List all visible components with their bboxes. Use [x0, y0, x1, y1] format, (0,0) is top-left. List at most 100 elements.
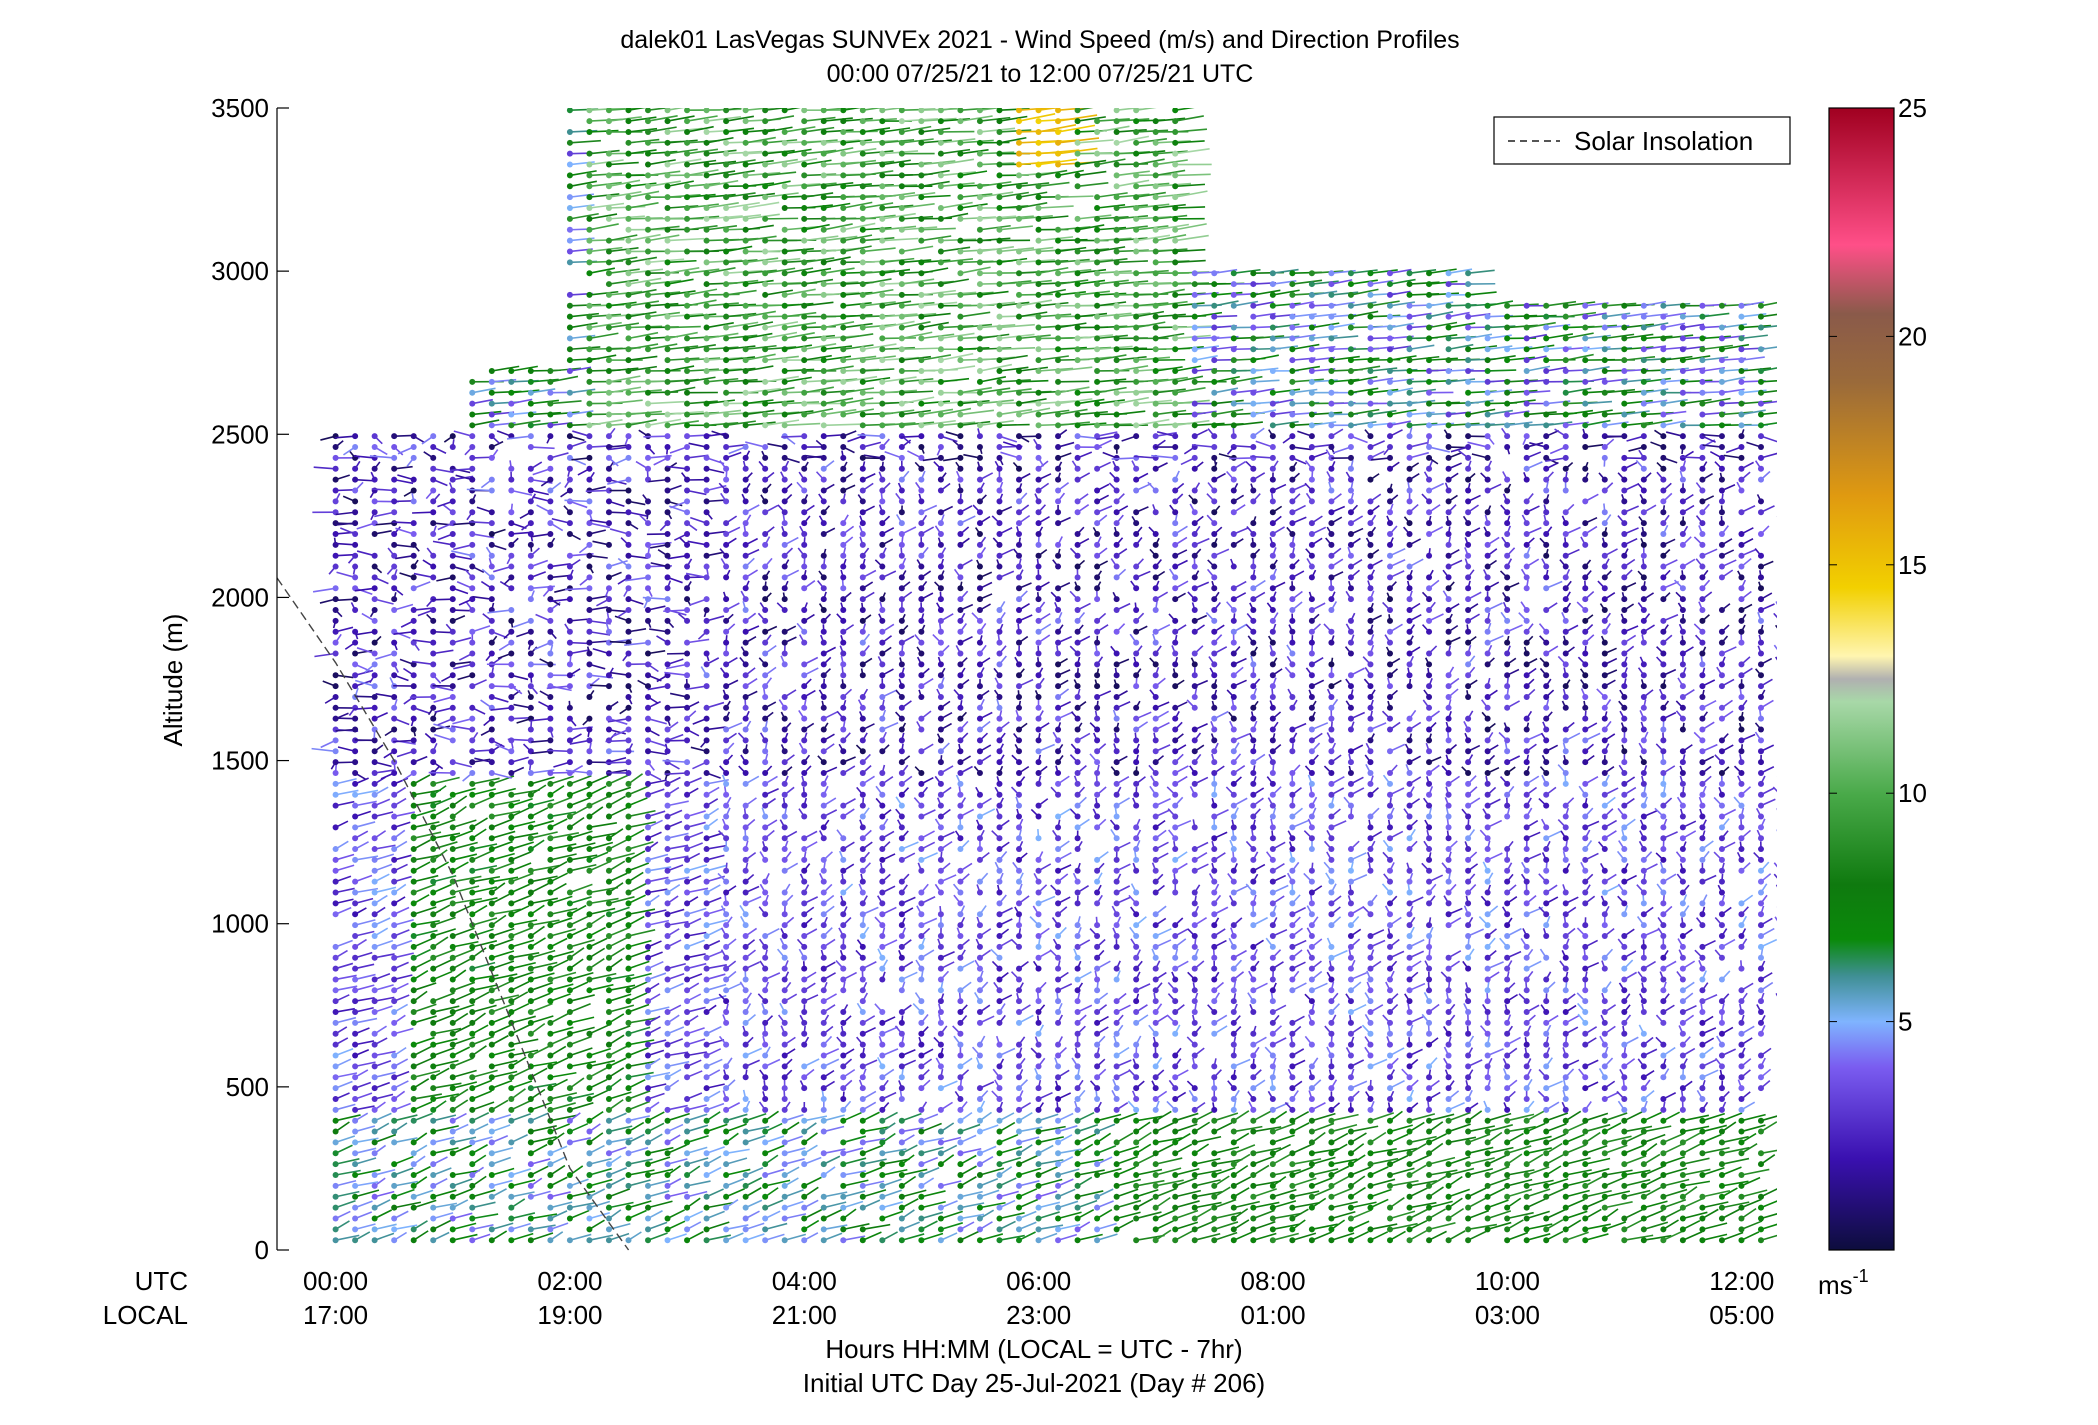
wind-barb-dot	[781, 889, 788, 896]
wind-barb-dot	[879, 1074, 886, 1081]
wind-barb-shaft	[491, 1146, 514, 1155]
wind-barb-dot	[488, 639, 495, 646]
wind-barb-shaft	[608, 973, 635, 981]
wind-barb-shaft	[452, 1046, 471, 1057]
wind-barb-dot	[645, 1009, 652, 1016]
wind-barb-shaft	[745, 365, 774, 372]
wind-barb-dot	[723, 1172, 730, 1179]
wind-barb-dot	[820, 813, 827, 820]
wind-barb-shaft	[549, 861, 568, 872]
wind-barb-shaft	[628, 785, 649, 796]
wind-barb-shaft	[589, 290, 619, 296]
wind-barb-dot	[586, 324, 593, 331]
wind-barb-dot	[820, 498, 827, 505]
wind-barb-dot	[371, 1052, 378, 1059]
wind-barb-dot	[859, 1074, 866, 1081]
wind-barb-dot	[586, 585, 593, 592]
wind-barb-dot	[527, 465, 534, 472]
wind-barb-dot	[820, 422, 827, 429]
wind-barb-dot	[547, 607, 554, 614]
wind-barb-dot	[391, 878, 398, 885]
wind-barb-shaft	[608, 161, 639, 166]
wind-barb-shaft	[607, 446, 629, 451]
wind-barb-dot	[645, 367, 652, 374]
wind-barb-dot	[762, 574, 769, 581]
wind-barb-shaft	[706, 844, 727, 850]
wind-barb-dot	[332, 1095, 339, 1102]
wind-barb-dot	[723, 259, 730, 266]
wind-barb-shaft	[452, 927, 475, 937]
wind-barb-dot	[762, 780, 769, 787]
wind-barb-shaft	[530, 1061, 558, 1068]
wind-barb-shaft	[452, 1136, 477, 1144]
wind-barb-dot	[508, 1041, 515, 1048]
wind-barb-dot	[430, 498, 437, 505]
wind-barb-dot	[664, 1150, 671, 1157]
wind-barb-shaft	[628, 343, 659, 351]
wind-barb-shaft	[393, 603, 414, 611]
wind-barb-dot	[859, 1052, 866, 1059]
wind-barb-dot	[371, 1226, 378, 1233]
wind-barb-dot	[352, 748, 359, 755]
wind-barb-shaft	[647, 1006, 670, 1013]
wind-barb-shaft	[472, 758, 491, 763]
wind-barb-dot	[762, 118, 769, 125]
wind-barb-shaft	[336, 571, 356, 579]
wind-barb-shaft	[765, 115, 795, 122]
wind-barb-dot	[879, 1128, 886, 1135]
wind-barb-dot	[703, 878, 710, 885]
wind-barb-shaft	[511, 832, 539, 839]
wind-barb-dot	[391, 846, 398, 853]
wind-barb-dot	[664, 715, 671, 722]
wind-barb-dot	[762, 313, 769, 320]
wind-barb-dot	[840, 291, 847, 298]
wind-barb-dot	[879, 693, 886, 700]
wind-barb-shaft	[471, 1090, 492, 1100]
wind-barb-shaft	[686, 299, 717, 307]
wind-barb-dot	[801, 889, 808, 896]
wind-barb-dot	[449, 617, 456, 624]
wind-barb-shaft	[413, 809, 436, 818]
wind-barb-dot	[371, 1182, 378, 1189]
wind-barb-shaft	[452, 787, 476, 796]
wind-barb-dot	[840, 237, 847, 244]
wind-barb-dot	[527, 422, 534, 429]
wind-barb-shaft	[413, 959, 432, 970]
wind-barb-dot	[605, 194, 612, 201]
wind-barb-dot	[840, 302, 847, 309]
wind-barb-shaft	[491, 1179, 513, 1187]
wind-barb-dot	[469, 856, 476, 863]
wind-barb-dot	[410, 965, 417, 972]
wind-barb-shaft	[374, 1232, 395, 1241]
wind-barb-dot	[547, 1215, 554, 1222]
wind-barb-dot	[801, 183, 808, 190]
wind-barb-dot	[664, 585, 671, 592]
wind-barb-dot	[723, 454, 730, 461]
wind-barb-shaft	[706, 409, 742, 416]
wind-barb-shaft	[882, 1189, 902, 1198]
wind-barb-dot	[547, 1204, 554, 1211]
wind-barb-shaft	[393, 630, 414, 635]
wind-barb-dot	[664, 563, 671, 570]
wind-barb-dot	[762, 672, 769, 679]
wind-barb-dot	[449, 791, 456, 798]
wind-barb-shaft	[550, 1035, 571, 1046]
wind-barb-dot	[527, 378, 534, 385]
wind-barb-dot	[645, 161, 652, 168]
wind-barb-shaft	[725, 115, 755, 122]
wind-barb-dot	[332, 1019, 339, 1026]
wind-barb-shaft	[628, 882, 647, 894]
wind-barb-dot	[859, 161, 866, 168]
wind-barb-shaft	[667, 357, 700, 361]
wind-barb-dot	[371, 878, 378, 885]
wind-barb-dot	[742, 661, 749, 668]
wind-barb-dot	[449, 911, 456, 918]
wind-barb-dot	[410, 900, 417, 907]
wind-barb-dot	[723, 1226, 730, 1233]
wind-barb-dot	[742, 378, 749, 385]
wind-barb-dot	[410, 1009, 417, 1016]
wind-barb-dot	[430, 476, 437, 483]
wind-barb-dot	[586, 226, 593, 233]
wind-barb-dot	[762, 715, 769, 722]
wind-barb-dot	[449, 444, 456, 451]
